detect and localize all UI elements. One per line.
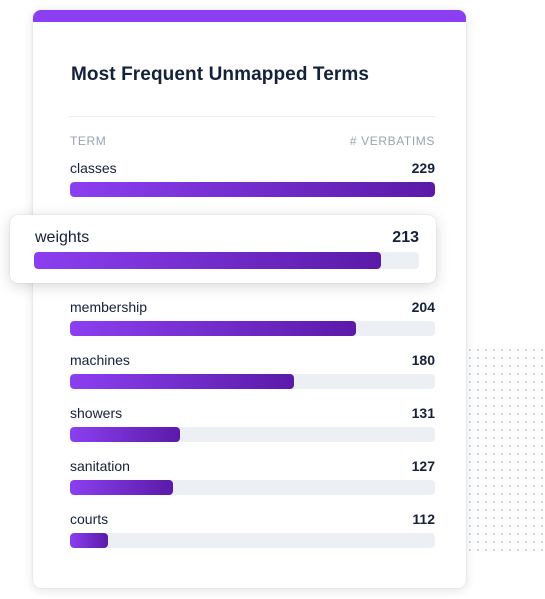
progress-fill bbox=[34, 252, 381, 269]
term-label: weights bbox=[35, 229, 90, 246]
progress-track bbox=[70, 427, 435, 442]
term-count: 213 bbox=[392, 229, 419, 246]
column-header-term: TERM bbox=[70, 134, 107, 148]
term-count: 204 bbox=[411, 299, 435, 315]
progress-fill bbox=[70, 533, 108, 548]
progress-track bbox=[34, 252, 419, 269]
unmapped-terms-card: Most Frequent Unmapped Terms TERM # VERB… bbox=[33, 10, 466, 588]
term-label: showers bbox=[70, 405, 123, 421]
progress-track bbox=[70, 321, 435, 336]
progress-fill bbox=[70, 427, 180, 442]
term-label: membership bbox=[70, 299, 148, 315]
term-row-machines[interactable]: machines 180 bbox=[70, 352, 435, 392]
term-label: classes bbox=[70, 160, 117, 176]
term-label: courts bbox=[70, 511, 109, 527]
decorative-dot-pattern bbox=[466, 346, 545, 556]
divider bbox=[68, 116, 436, 117]
term-label: machines bbox=[70, 352, 130, 368]
card-title: Most Frequent Unmapped Terms bbox=[71, 64, 370, 85]
term-row-showers[interactable]: showers 131 bbox=[70, 405, 435, 445]
term-count: 127 bbox=[411, 458, 435, 474]
term-label: sanitation bbox=[70, 458, 130, 474]
card-accent-bar bbox=[33, 10, 466, 22]
term-row-weights-highlighted[interactable]: weights 213 bbox=[10, 215, 436, 283]
term-row-sanitation[interactable]: sanitation 127 bbox=[70, 458, 435, 498]
term-count: 112 bbox=[412, 511, 435, 527]
term-row-courts[interactable]: courts 112 bbox=[70, 511, 435, 551]
progress-track bbox=[70, 480, 435, 495]
progress-track bbox=[70, 374, 435, 389]
progress-fill bbox=[70, 374, 295, 389]
term-count: 229 bbox=[411, 160, 435, 176]
progress-fill bbox=[70, 480, 173, 495]
term-row-membership[interactable]: membership 204 bbox=[70, 299, 435, 339]
column-header-verbatims: # VERBATIMS bbox=[349, 134, 435, 148]
progress-fill bbox=[70, 321, 357, 336]
term-count: 180 bbox=[411, 352, 435, 368]
progress-track bbox=[70, 182, 435, 197]
progress-fill bbox=[70, 182, 435, 197]
progress-track bbox=[70, 533, 435, 548]
term-row-classes[interactable]: classes 229 bbox=[70, 160, 435, 200]
term-count: 131 bbox=[411, 405, 435, 421]
